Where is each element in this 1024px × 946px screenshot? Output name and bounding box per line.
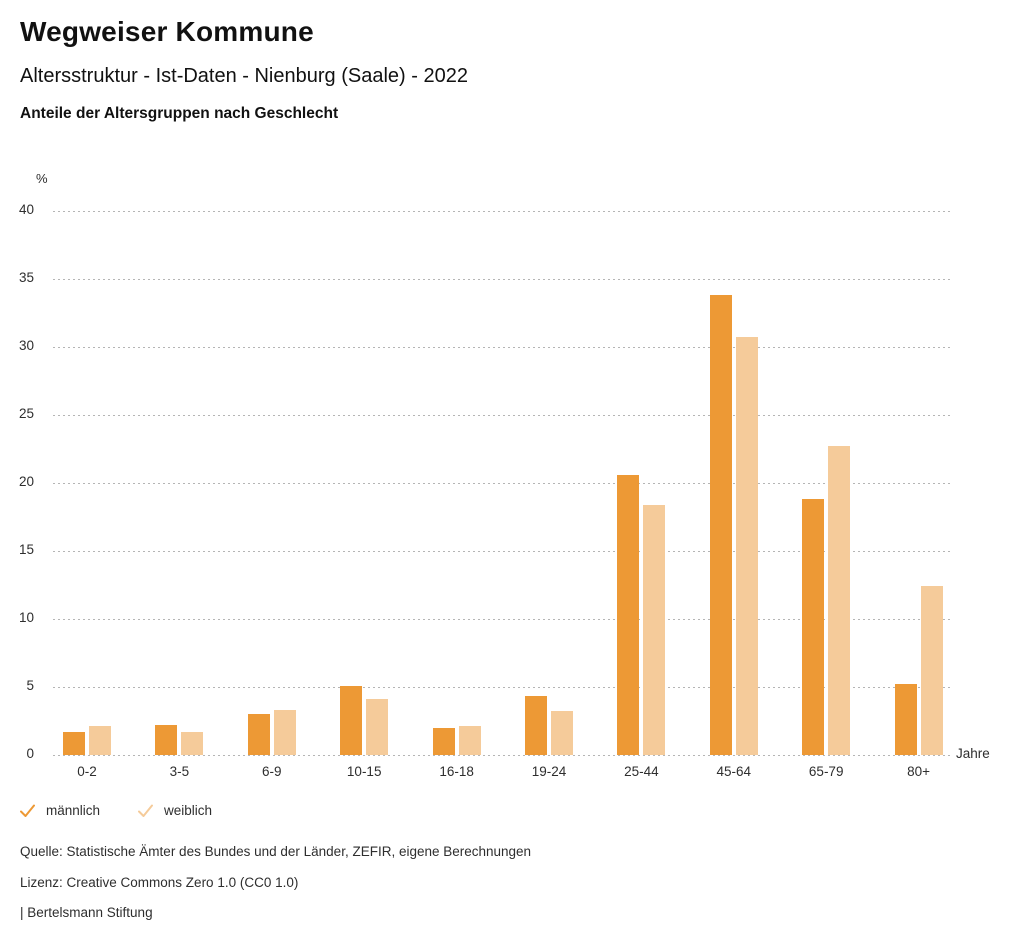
y-axis-tick-40: 40 (18, 201, 34, 217)
legend-item-maennlich[interactable]: männlich (20, 803, 100, 818)
bar-männlich-16-18[interactable] (432, 727, 455, 755)
y-axis-tick-10: 10 (18, 609, 34, 625)
bar-weiblich-65-79[interactable] (828, 445, 851, 755)
bar-männlich-25-44[interactable] (617, 474, 640, 755)
x-axis-unit-label: Jahre (956, 746, 990, 761)
bar-männlich-3-5[interactable] (155, 725, 178, 755)
gridline-15 (53, 550, 950, 552)
bar-weiblich-6-9[interactable] (273, 710, 296, 755)
x-axis-label-10-15: 10-15 (346, 764, 382, 779)
x-axis-label-65-79: 65-79 (808, 764, 844, 779)
source-text: Quelle: Statistische Ämter des Bundes un… (20, 844, 532, 859)
checkmark-icon (138, 804, 153, 818)
gridline-20 (53, 482, 950, 484)
x-axis-label-80+: 80+ (907, 764, 931, 779)
y-axis-tick-15: 15 (18, 541, 34, 557)
x-axis-label-16-18: 16-18 (439, 764, 474, 779)
gridline-25 (53, 414, 950, 416)
legend-label: männlich (46, 803, 101, 818)
x-axis-label-3-5: 3-5 (169, 764, 190, 779)
page-subtitle: Altersstruktur - Ist-Daten - Nienburg (S… (20, 65, 468, 87)
bar-männlich-19-24[interactable] (525, 696, 547, 755)
y-axis-tick-20: 20 (18, 473, 34, 489)
bar-weiblich-10-15[interactable] (366, 699, 389, 755)
gridline-10 (53, 618, 950, 620)
y-axis-tick-35: 35 (18, 269, 34, 285)
page-title: Wegweiser Kommune (20, 16, 314, 47)
y-axis-tick-25: 25 (18, 405, 34, 421)
checkmark-icon (20, 804, 35, 818)
bar-weiblich-0-2[interactable] (89, 726, 111, 755)
gridline-5 (53, 686, 950, 688)
bar-männlich-45-64[interactable] (709, 294, 732, 755)
bar-männlich-0-2[interactable] (63, 731, 85, 755)
gridline-0 (53, 755, 950, 756)
y-axis-tick-5: 5 (26, 677, 34, 693)
legend-item-weiblich[interactable]: weiblich (138, 803, 212, 818)
bar-weiblich-3-5[interactable] (181, 731, 204, 755)
bar-männlich-80+[interactable] (894, 684, 917, 755)
x-axis-label-19-24: 19-24 (531, 764, 567, 779)
bar-weiblich-16-18[interactable] (458, 726, 481, 755)
license-text: Lizenz: Creative Commons Zero 1.0 (CC0 1… (20, 875, 299, 890)
bar-weiblich-45-64[interactable] (735, 337, 758, 755)
y-axis-tick-30: 30 (18, 337, 34, 353)
bar-männlich-10-15[interactable] (340, 685, 363, 755)
gridline-35 (53, 278, 950, 280)
y-axis-tick-0: 0 (26, 746, 34, 761)
x-axis-label-45-64: 45-64 (716, 764, 752, 779)
legend-label: weiblich (164, 803, 213, 818)
bar-weiblich-80+[interactable] (920, 586, 943, 755)
bar-männlich-65-79[interactable] (802, 499, 825, 755)
x-axis-label-6-9: 6-9 (262, 764, 282, 779)
x-axis-label-0-2: 0-2 (77, 764, 97, 779)
bar-weiblich-19-24[interactable] (551, 711, 573, 755)
bar-männlich-6-9[interactable] (247, 714, 270, 755)
y-axis-unit-label: % (36, 171, 48, 186)
bar-weiblich-25-44[interactable] (643, 504, 666, 755)
brand-text: | Bertelsmann Stiftung (20, 905, 153, 920)
x-axis-label-25-44: 25-44 (624, 764, 659, 779)
chart-heading: Anteile der Altersgruppen nach Geschlech… (20, 105, 339, 122)
gridline-30 (53, 346, 950, 348)
gridline-40 (53, 210, 950, 212)
